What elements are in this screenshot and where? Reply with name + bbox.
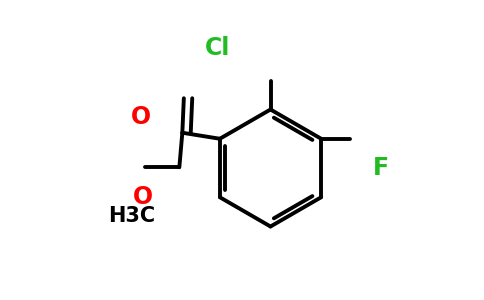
Text: O: O [134, 184, 153, 208]
Text: F: F [373, 156, 389, 180]
Text: O: O [130, 105, 151, 129]
Text: Cl: Cl [205, 36, 231, 60]
Text: H3C: H3C [108, 206, 156, 226]
